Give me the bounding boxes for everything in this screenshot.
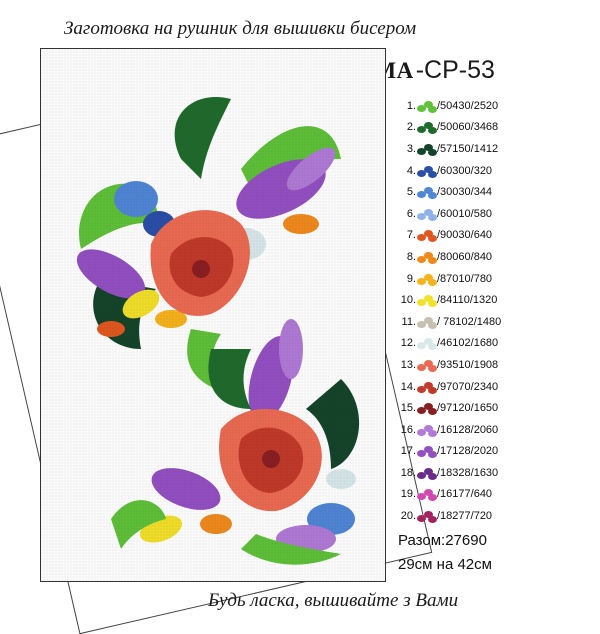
color-number: 2. — [406, 121, 416, 134]
color-code: /16177/640 — [437, 488, 493, 501]
color-row-18: 18. /18328/1630 — [398, 462, 598, 484]
bead-swatch — [417, 358, 437, 372]
color-code: /46102/1680 — [437, 337, 499, 350]
embroidery-pattern — [40, 48, 386, 582]
color-row-2: 2. /50060/3468 — [398, 117, 598, 139]
bead-swatch — [417, 228, 437, 243]
color-row-12: 12. /46102/1680 — [398, 333, 598, 355]
color-number: 11. — [401, 315, 416, 328]
pattern-dimensions: 29см на 42см — [398, 556, 492, 573]
color-code: /60010/580 — [437, 207, 493, 220]
article-code: -СР-53 — [415, 56, 495, 84]
color-code: /16128/2060 — [437, 423, 499, 436]
color-row-6: 6. /60010/580 — [398, 203, 598, 225]
color-number: 16. — [400, 423, 416, 436]
color-row-7: 7. /90030/640 — [398, 225, 598, 247]
bead-swatch — [417, 466, 437, 480]
bead-swatch — [417, 99, 437, 113]
bead-swatch — [417, 380, 437, 394]
color-code: /90030/640 — [437, 229, 493, 242]
bead-swatch — [417, 250, 437, 264]
color-number: 12. — [400, 337, 416, 350]
color-row-16: 16. /16128/2060 — [398, 419, 598, 441]
color-number: 15. — [400, 402, 416, 415]
color-row-13: 13. /93510/1908 — [398, 354, 598, 376]
color-row-11: 11. / 78102/1480 — [398, 311, 598, 333]
color-code: /50060/3468 — [437, 121, 499, 134]
color-number: 18. — [400, 466, 416, 479]
color-code: /93510/1908 — [437, 358, 499, 371]
color-row-4: 4. /60300/320 — [398, 160, 598, 182]
color-number: 9. — [406, 272, 416, 285]
color-code: /87010/780 — [437, 272, 493, 285]
color-number: 5. — [406, 186, 416, 199]
bead-swatch — [417, 444, 437, 459]
color-code: /80060/840 — [437, 250, 493, 263]
color-row-9: 9. /87010/780 — [398, 268, 598, 290]
color-number: 13. — [400, 358, 416, 371]
footer-text: Будь ласка, вышивайте з Вами — [208, 590, 459, 611]
color-code: /60300/320 — [437, 164, 493, 177]
color-number: 1. — [406, 99, 416, 112]
color-row-8: 8. /80060/840 — [398, 246, 598, 268]
color-row-10: 10. /84110/1320 — [398, 289, 598, 311]
color-code: /17128/2020 — [437, 445, 499, 458]
color-code: /18277/720 — [437, 510, 493, 523]
color-number: 19. — [400, 488, 416, 501]
page-title: Заготовка на рушник для вышивки бисером — [64, 18, 417, 39]
color-row-1: 1. /50430/2520 — [398, 95, 598, 117]
color-code: /50430/2520 — [437, 99, 499, 112]
color-code: / 78102/1480 — [437, 315, 502, 328]
bead-swatch — [417, 423, 437, 437]
bead-swatch — [417, 293, 437, 308]
color-code: /97070/2340 — [437, 380, 499, 393]
color-number: 10. — [400, 294, 416, 307]
bead-swatch — [417, 207, 437, 221]
color-number: 17. — [400, 445, 416, 458]
color-number: 8. — [406, 250, 416, 263]
bead-swatch — [417, 164, 437, 178]
pattern-image — [41, 49, 385, 581]
color-code: /18328/1630 — [437, 466, 499, 479]
bead-swatch — [417, 509, 437, 524]
bead-color-list: 1. /50430/2520 2. /50060/3468 3. /57150/141… — [398, 95, 598, 527]
bead-swatch — [417, 336, 437, 351]
bead-swatch — [417, 401, 437, 416]
bead-swatch — [417, 142, 437, 156]
bead-swatch — [417, 315, 437, 329]
color-code: /57150/1412 — [437, 142, 499, 155]
color-row-14: 14. /97070/2340 — [398, 376, 598, 398]
bead-swatch — [417, 487, 437, 502]
color-row-15: 15. /97120/1650 — [398, 397, 598, 419]
bead-swatch — [417, 120, 437, 135]
color-row-3: 3. /57150/1412 — [398, 138, 598, 160]
color-code: /84110/1320 — [437, 294, 498, 307]
color-number: 6. — [406, 207, 416, 220]
bead-total: Разом:27690 — [398, 532, 487, 549]
color-code: /30030/344 — [437, 186, 493, 199]
bead-swatch — [417, 272, 437, 286]
color-number: 14. — [400, 380, 416, 393]
color-number: 4. — [406, 164, 416, 177]
color-code: /97120/1650 — [437, 402, 499, 415]
color-number: 20. — [400, 510, 416, 523]
color-row-5: 5. /30030/344 — [398, 181, 598, 203]
color-number: 7. — [406, 229, 416, 242]
color-row-20: 20. /18277/720 — [398, 505, 598, 527]
color-row-19: 19. /16177/640 — [398, 484, 598, 506]
color-row-17: 17. /17128/2020 — [398, 441, 598, 463]
color-number: 3. — [406, 142, 416, 155]
bead-swatch — [417, 185, 437, 200]
